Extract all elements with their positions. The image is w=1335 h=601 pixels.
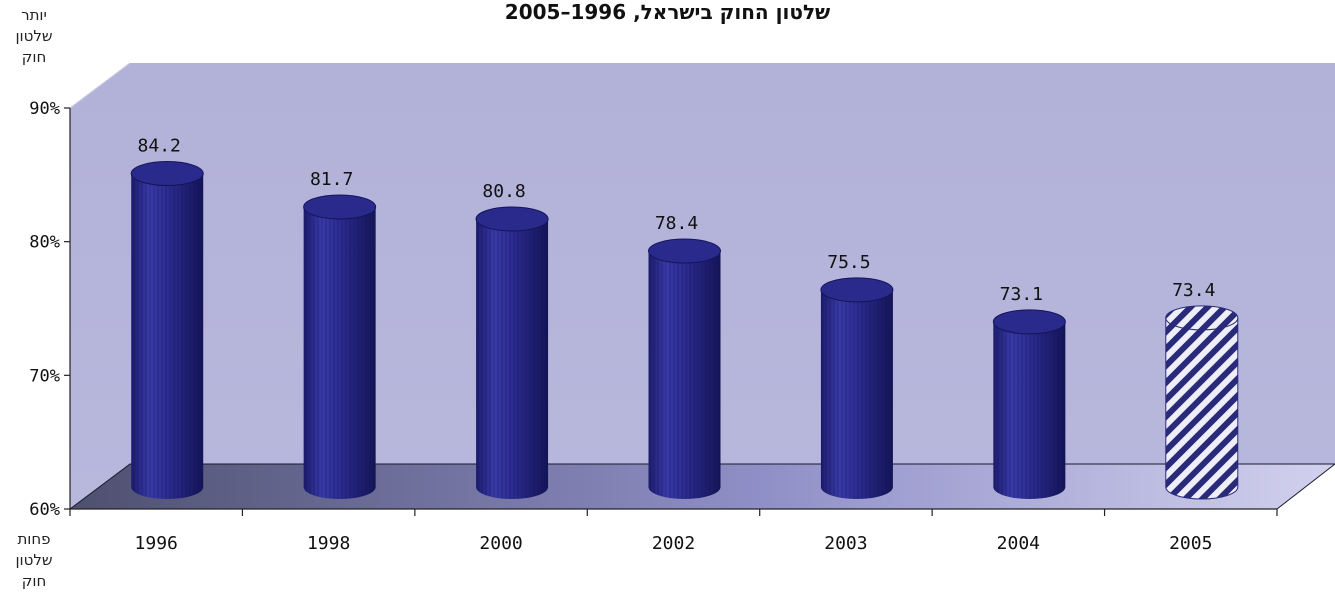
- x-tick-label: 1998: [307, 533, 350, 554]
- lower-label-line: שלטון: [15, 551, 53, 569]
- y-tick-label: 60%: [29, 500, 60, 520]
- upper-label-line: חוק: [21, 48, 47, 66]
- bar-series: 84.2 81.7 80.8 78.4 75.5 73.1 73.4: [130, 136, 1239, 500]
- x-tick-label: 2002: [652, 533, 695, 554]
- lower-label-line: פחות: [17, 530, 51, 548]
- y-tick-label: 70%: [29, 366, 60, 386]
- bar: 84.2: [130, 136, 204, 500]
- upper-label-line: שלטון: [15, 27, 53, 45]
- y-axis-lower-label: פחות שלטון חוק: [4, 529, 64, 592]
- bar-body-texture: [131, 173, 204, 500]
- bar-top-cap: [475, 206, 549, 232]
- bar-body-texture: [648, 251, 721, 500]
- bar-top-cap: [992, 309, 1066, 335]
- chart-title: שלטון החוק בישראל, 1996–2005: [504, 0, 831, 24]
- bar-top-cap: [648, 238, 721, 264]
- x-axis: 1996 1998 2000 2002 2003 2004 2005: [69, 508, 1278, 554]
- bar: 78.4: [648, 213, 721, 500]
- upper-label-line: יותר: [21, 6, 47, 24]
- bar-top-cap: [820, 277, 894, 303]
- bar: 80.8: [475, 181, 549, 499]
- y-axis: 60% 70% 80% 90%: [29, 99, 71, 520]
- bar-value-label: 81.7: [310, 169, 353, 190]
- bar: 81.7: [303, 169, 377, 500]
- bar-top-cap: [130, 161, 204, 187]
- x-tick-label: 2005: [1169, 533, 1212, 554]
- y-tick-label: 90%: [29, 99, 60, 119]
- lower-label-line: חוק: [21, 572, 47, 590]
- bar-value-label: 80.8: [482, 181, 525, 202]
- bar-body-texture: [993, 321, 1066, 499]
- bar-body-texture: [820, 289, 893, 500]
- y-tick-label: 80%: [29, 233, 60, 253]
- x-tick-label: 1996: [135, 533, 178, 554]
- bar-value-label: 75.5: [827, 252, 870, 273]
- bar-value-label: 84.2: [138, 136, 181, 157]
- bar-body-texture: [303, 206, 376, 500]
- bar: 75.5: [820, 252, 894, 500]
- bar-value-label: 73.4: [1172, 280, 1215, 301]
- x-tick-label: 2003: [824, 533, 867, 554]
- y-axis-upper-label: יותר שלטון חוק: [4, 5, 64, 68]
- wall-edge: [69, 62, 131, 109]
- bar-top-cap: [303, 194, 377, 220]
- bar-value-label: 73.1: [1000, 284, 1043, 305]
- x-tick-label: 2000: [479, 533, 522, 554]
- x-tick-label: 2004: [997, 533, 1040, 554]
- bar-body: [1165, 317, 1239, 500]
- bar: 73.4: [1165, 280, 1239, 500]
- bar: 73.1: [992, 284, 1066, 499]
- bar-top-cap: [1165, 305, 1239, 331]
- bar-body-texture: [476, 218, 549, 499]
- bar-value-label: 78.4: [655, 213, 698, 234]
